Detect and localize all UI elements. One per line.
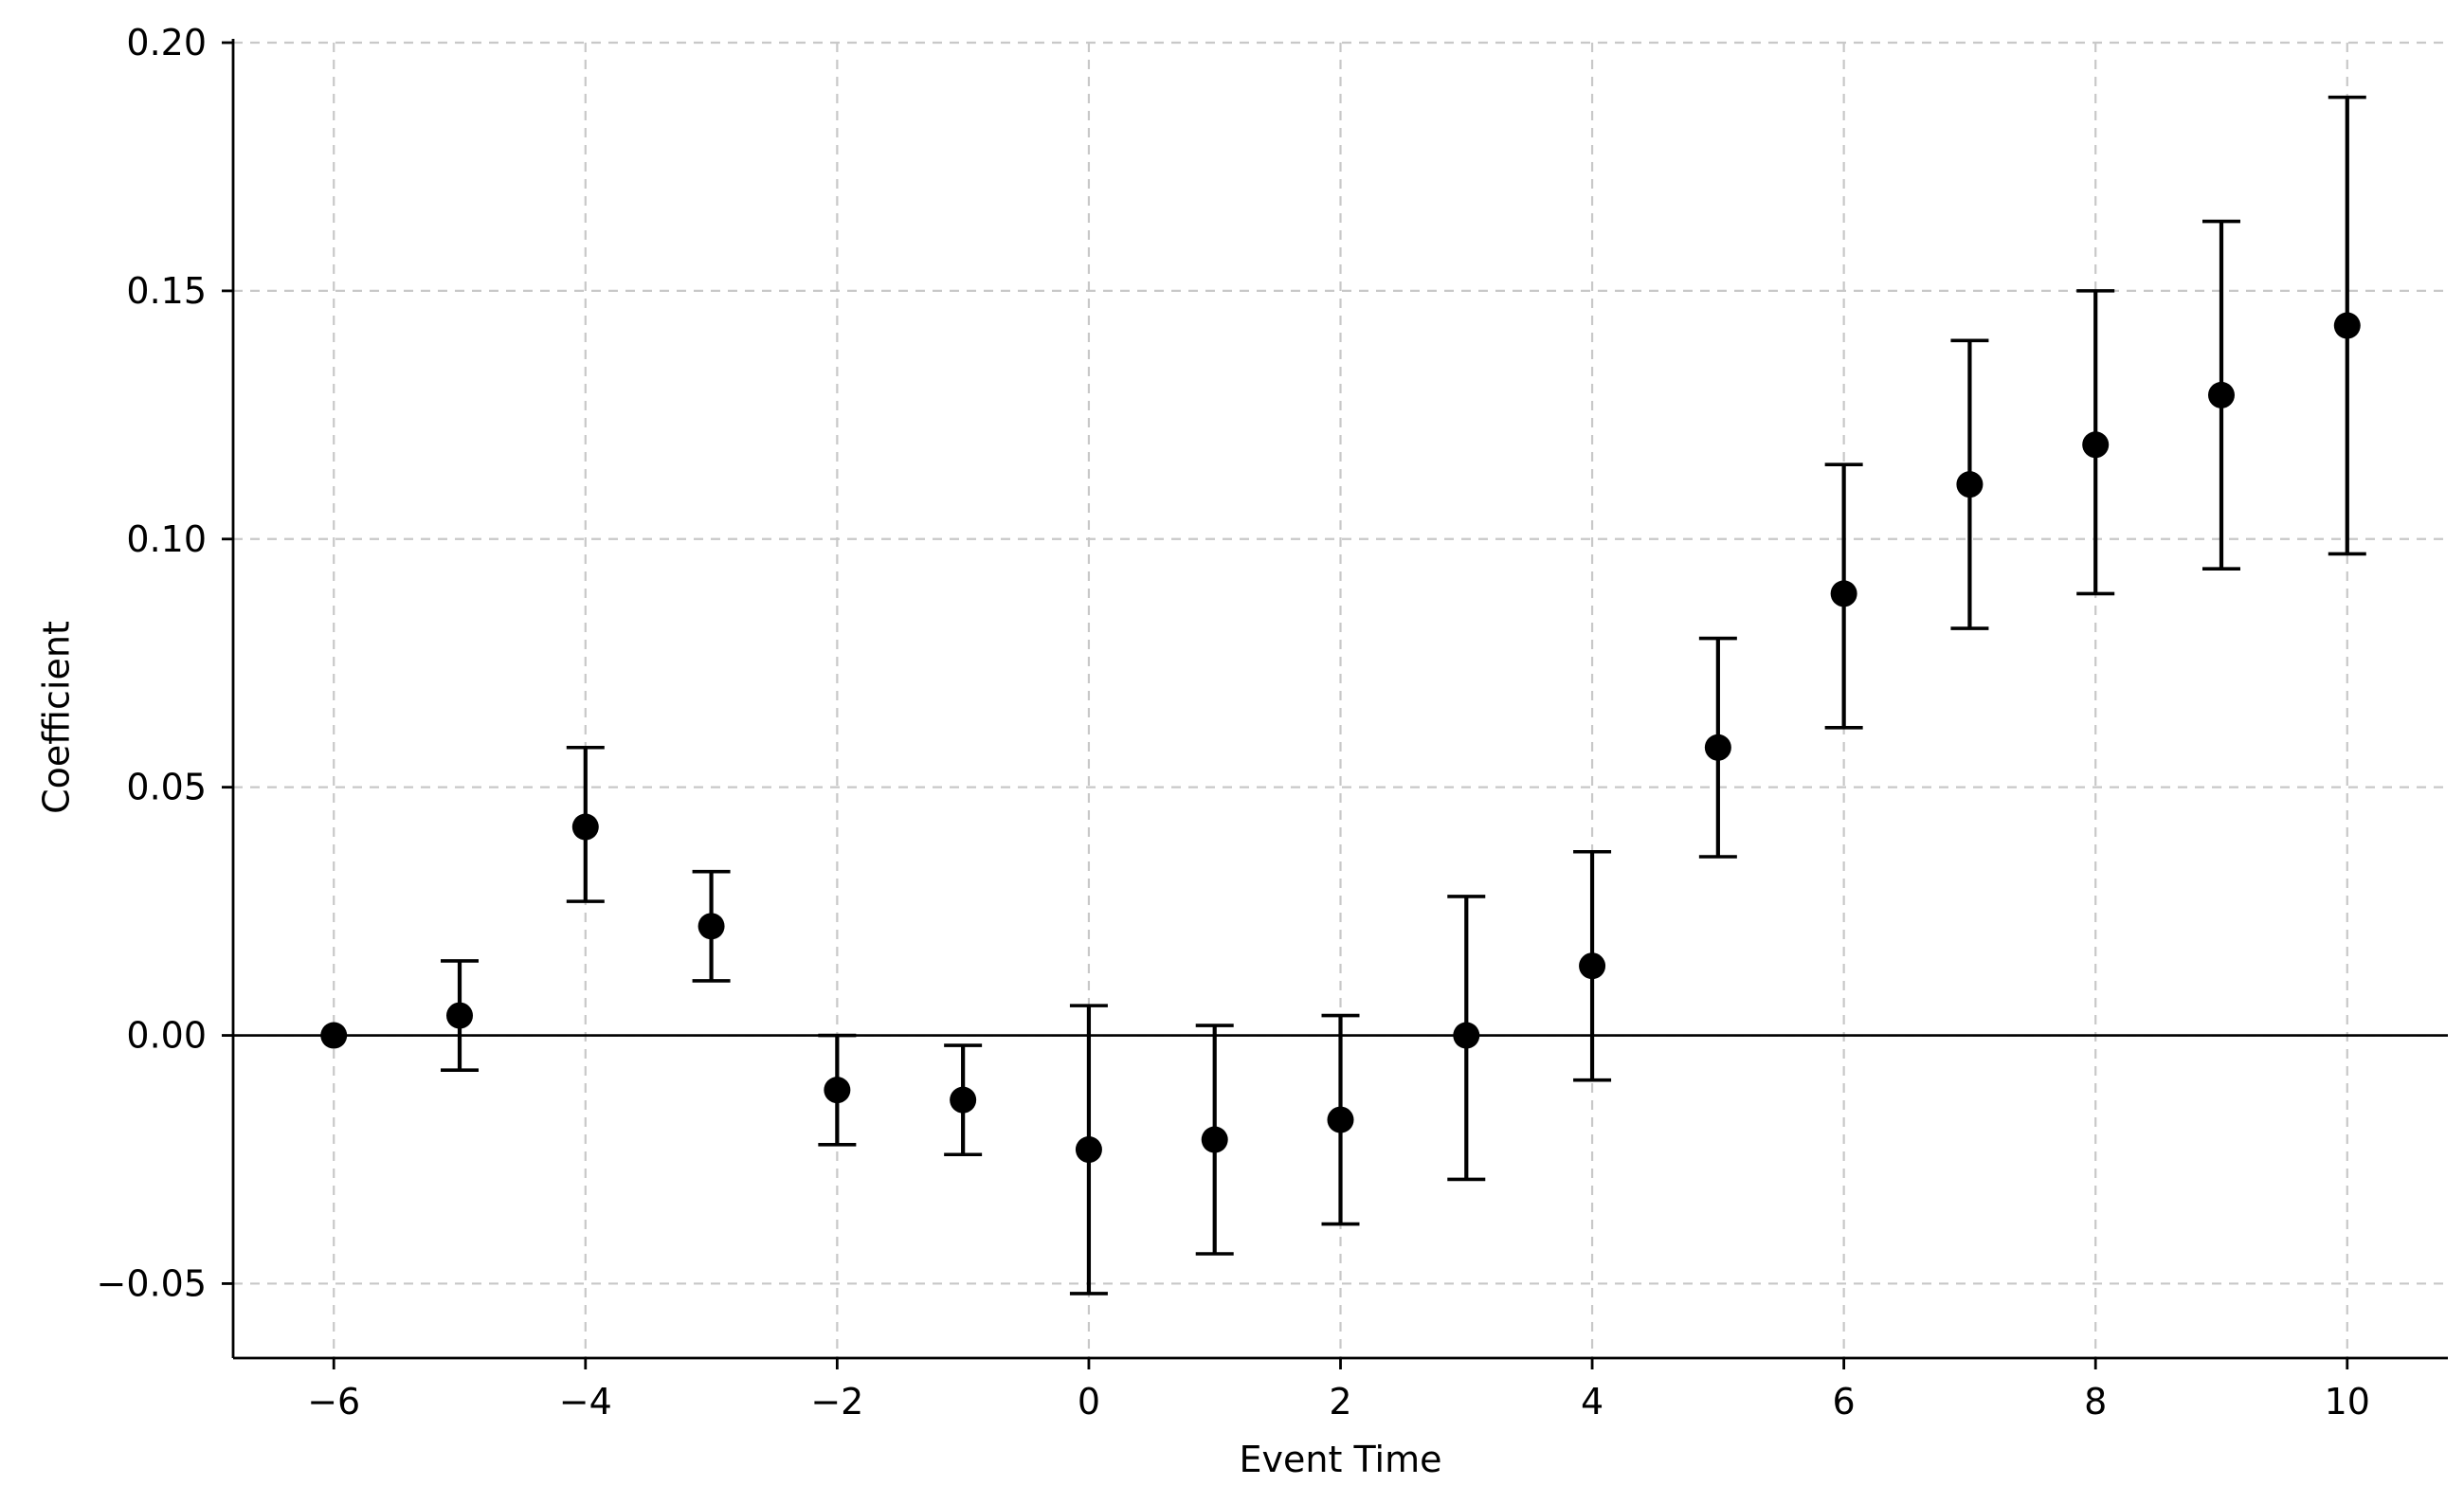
coefficient-point	[1453, 1022, 1480, 1049]
coefficient-point	[1075, 1136, 1102, 1164]
x-tick-label: −6	[307, 1381, 360, 1422]
x-tick-label: −2	[810, 1381, 863, 1422]
error-bars	[441, 95, 2366, 1296]
coefficient-point	[2207, 381, 2235, 408]
y-tick-label: 0.00	[126, 1015, 207, 1057]
coefficient-point	[320, 1022, 348, 1049]
coefficient-points	[320, 312, 2361, 1164]
coefficient-point	[571, 813, 599, 841]
coefficient-point	[824, 1077, 851, 1104]
y-tick-label: 0.10	[126, 518, 207, 560]
coefficient-point	[2082, 431, 2110, 459]
x-tick-label: 4	[1581, 1381, 1603, 1422]
coefficient-point	[698, 913, 725, 940]
x-axis-label: Event Time	[1240, 1439, 1442, 1480]
x-tick-label: 2	[1329, 1381, 1351, 1422]
y-axis-label: Coefficient	[36, 621, 78, 814]
x-axis-ticks: −6 −4 −2 0 2 4 6 8 10	[307, 1358, 2370, 1422]
coefficient-point	[1956, 471, 1984, 498]
y-tick-label: 0.20	[126, 22, 207, 63]
x-tick-label: −4	[559, 1381, 612, 1422]
x-tick-label: 0	[1078, 1381, 1100, 1422]
coefficient-point	[1704, 734, 1731, 761]
x-tick-label: 10	[2325, 1381, 2370, 1422]
x-tick-label: 8	[2084, 1381, 2107, 1422]
coefficient-point	[446, 1002, 474, 1029]
coefficient-point	[1830, 580, 1857, 607]
y-axis-ticks: −0.05 0.00 0.05 0.10 0.15 0.20	[97, 22, 233, 1304]
coefficient-point	[2333, 312, 2361, 339]
coefficient-point	[1327, 1106, 1354, 1133]
coefficient-point	[1201, 1126, 1228, 1153]
y-tick-label: −0.05	[97, 1262, 207, 1304]
x-tick-label: 6	[1833, 1381, 1856, 1422]
coefficient-point	[1579, 952, 1606, 980]
y-tick-label: 0.05	[126, 767, 207, 808]
y-tick-label: 0.15	[126, 270, 207, 312]
coefficient-point	[950, 1086, 977, 1114]
